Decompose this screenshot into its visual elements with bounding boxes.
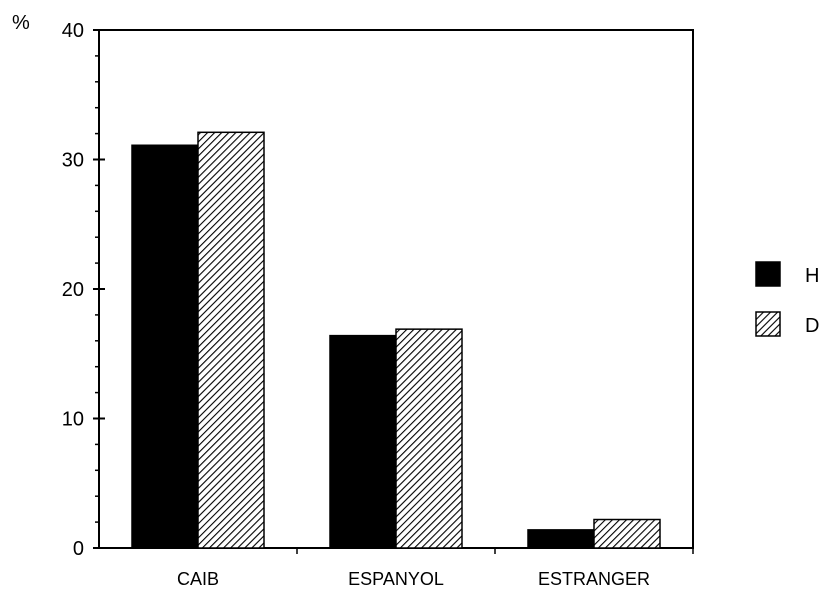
x-category-label: ESTRANGER xyxy=(538,569,650,589)
bar-d-espanyol xyxy=(395,328,463,549)
y-tick-label: 20 xyxy=(62,279,84,301)
legend-swatch-h xyxy=(755,261,781,287)
y-axis: 0 10 20 30 40 xyxy=(62,20,105,560)
bar-d-estranger xyxy=(593,518,661,549)
y-tick-label: 10 xyxy=(62,409,84,431)
legend-label-d: D xyxy=(805,315,819,337)
bar-h-estranger xyxy=(527,529,595,549)
bar-h-caib xyxy=(131,144,199,549)
bar-h-espanyol xyxy=(329,334,397,549)
y-tick-label: 0 xyxy=(73,538,84,560)
y-tick-label: 40 xyxy=(62,20,84,42)
bar-d-caib xyxy=(197,131,265,549)
y-tick-label: 30 xyxy=(62,150,84,172)
bars xyxy=(131,131,661,549)
x-axis-labels: CAIB ESPANYOL ESTRANGER xyxy=(177,548,694,589)
legend: HD xyxy=(755,261,819,337)
legend-label-h: H xyxy=(805,265,819,287)
x-category-label: ESPANYOL xyxy=(348,569,444,589)
x-category-label: CAIB xyxy=(177,569,219,589)
legend-swatch-d xyxy=(755,311,781,337)
y-unit-label: % xyxy=(12,12,30,34)
